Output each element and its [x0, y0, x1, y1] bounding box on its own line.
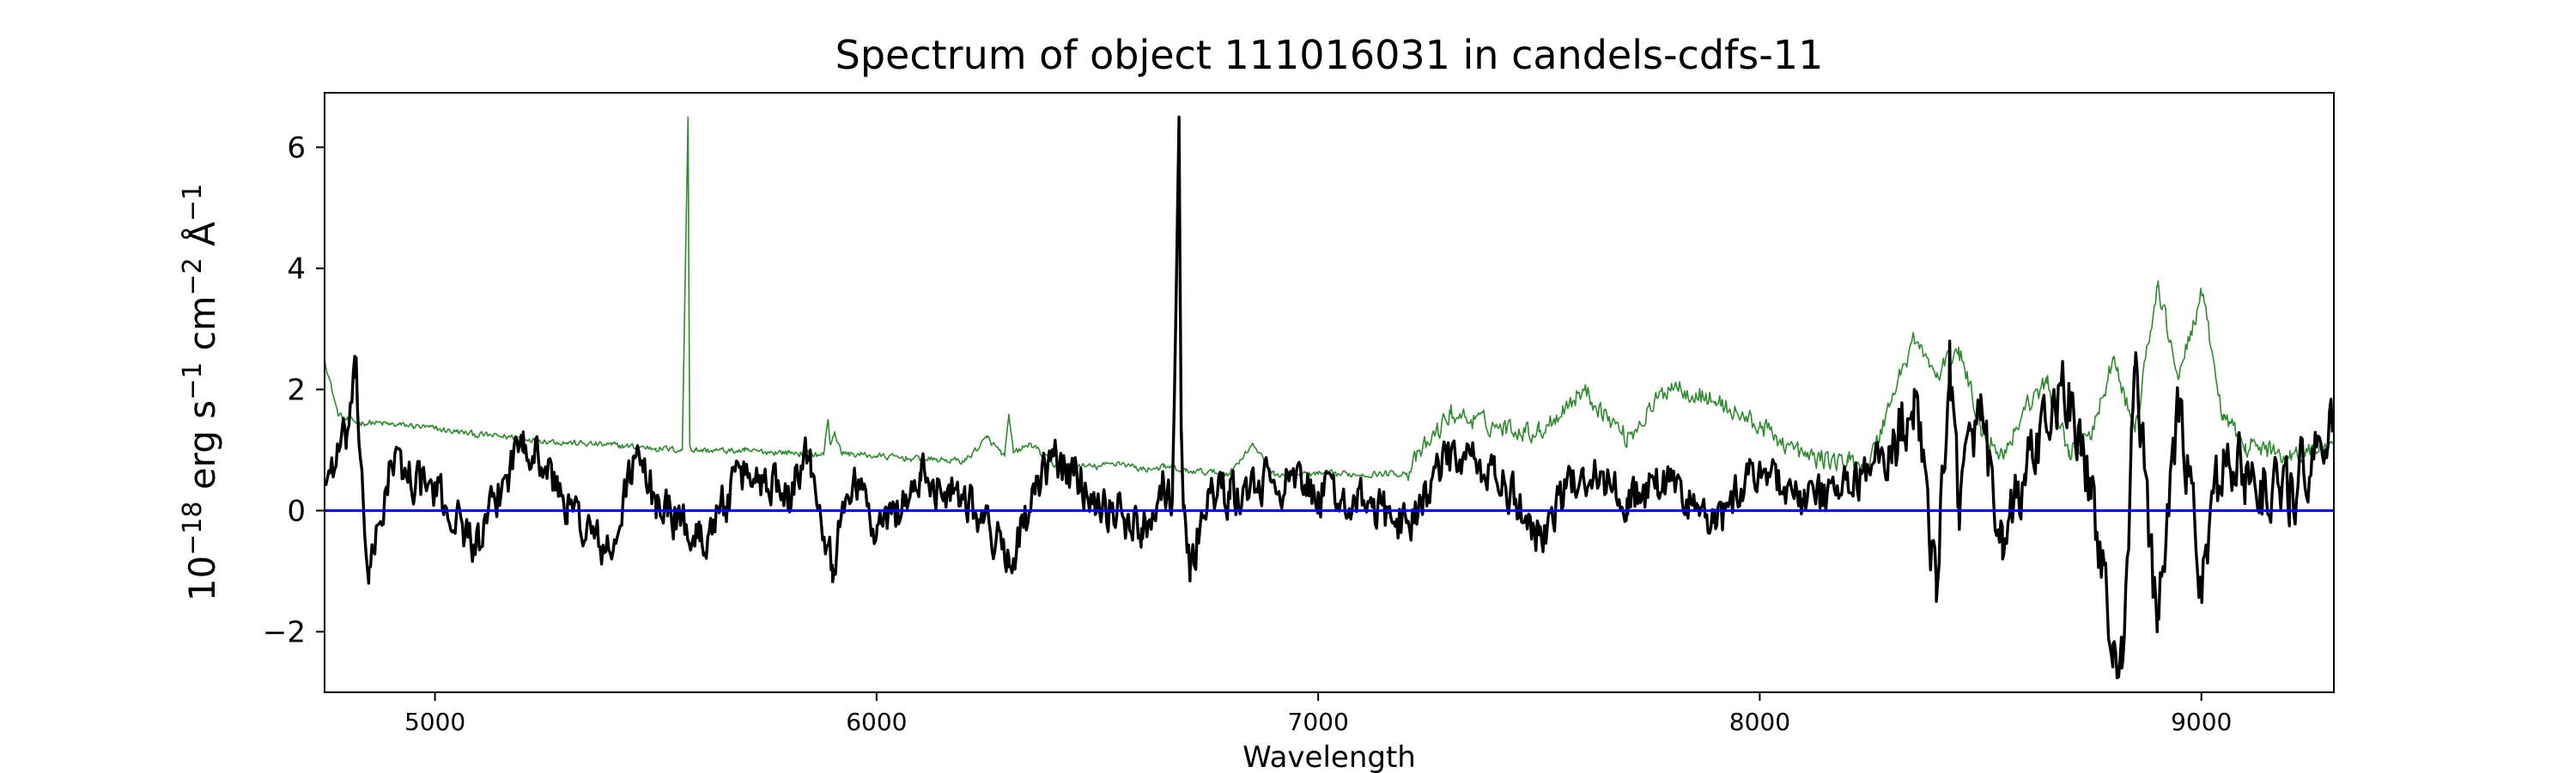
- chart-title: Spectrum of object 111016031 in candels-…: [835, 32, 1824, 78]
- series-layer: [325, 115, 2334, 679]
- y-tick-label: 2: [287, 373, 306, 407]
- x-tick-label: 6000: [846, 708, 907, 736]
- plot-frame: [324, 92, 2335, 693]
- x-tick-label: 8000: [1729, 708, 1790, 736]
- x-axis-label: Wavelength: [1242, 740, 1416, 773]
- y-tick-label: −2: [263, 615, 306, 649]
- x-axis-ticks: 5000 6000 7000 8000 9000: [404, 692, 2232, 736]
- y-tick-label: 0: [287, 494, 306, 528]
- y-axis-label: 10−18 erg s−1 cm−2 Å−1: [178, 184, 223, 602]
- green-series-line: [325, 116, 2334, 482]
- y-tick-label: 4: [287, 252, 306, 286]
- x-tick-label: 5000: [404, 708, 465, 736]
- x-tick-label: 9000: [2171, 708, 2232, 736]
- y-tick-label: 6: [287, 131, 306, 165]
- black-series-line: [325, 115, 2334, 679]
- y-axis-ticks: −2 0 2 4 6: [263, 131, 325, 649]
- x-tick-label: 7000: [1288, 708, 1349, 736]
